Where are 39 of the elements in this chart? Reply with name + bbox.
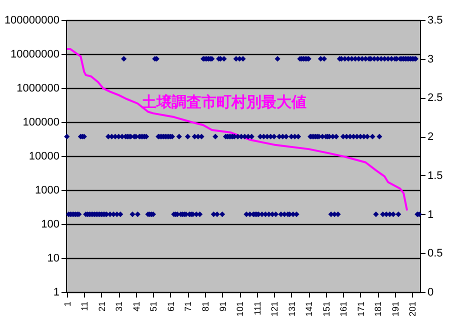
x-tick-label: 151 — [321, 302, 332, 317]
x-tick-label: 131 — [286, 302, 297, 317]
y2-tick-label: 1.5 — [428, 170, 443, 182]
x-tick-label: 31 — [114, 302, 124, 312]
x-tick-label: 71 — [183, 302, 194, 312]
x-tick-label: 1 — [62, 302, 72, 307]
x-tick-label: 161 — [338, 302, 349, 317]
x-tick-label: 111 — [252, 302, 262, 316]
x-tick-label: 81 — [200, 302, 211, 312]
y-tick-label: 1 — [53, 286, 60, 298]
x-tick-label: 11 — [80, 302, 90, 311]
y2-tick-label: 1 — [428, 208, 434, 221]
y-tick-label: 100000000 — [4, 14, 60, 26]
x-tick-label: 21 — [96, 302, 107, 312]
x-tick-label: 121 — [270, 302, 280, 317]
y-tick-label: 10000000 — [10, 48, 60, 60]
y-tick-label: 1000000 — [16, 82, 60, 94]
x-tick-label: 141 — [304, 302, 314, 317]
x-tick-label: 191 — [390, 302, 400, 317]
y-tick-label: 1000 — [35, 184, 60, 196]
x-tick-label: 181 — [373, 302, 384, 317]
y-tick-label: 10 — [47, 252, 60, 264]
y2-tick-label: 2.5 — [428, 92, 443, 104]
x-tick-label: 91 — [218, 302, 228, 312]
y-tick-label: 100 — [41, 218, 60, 230]
y2-tick-label: 3.5 — [428, 14, 443, 26]
y2-tick-label: 0.5 — [428, 248, 443, 260]
x-tick-label: 171 — [356, 302, 366, 317]
y-tick-label: 10000 — [28, 150, 60, 162]
y2-tick-label: 3 — [428, 53, 434, 66]
x-tick-label: 101 — [235, 302, 246, 317]
x-tick-label: 41 — [131, 302, 142, 312]
x-tick-label: 201 — [408, 302, 418, 317]
y2-tick-label: 0 — [428, 286, 434, 298]
x-tick-label: 51 — [148, 302, 159, 312]
y2-tick-label: 2 — [428, 131, 434, 144]
y-tick-label: 100000 — [22, 116, 60, 128]
annotation: 土壌調査市町村別最大値 — [140, 93, 306, 111]
x-tick-label: 61 — [166, 302, 176, 312]
